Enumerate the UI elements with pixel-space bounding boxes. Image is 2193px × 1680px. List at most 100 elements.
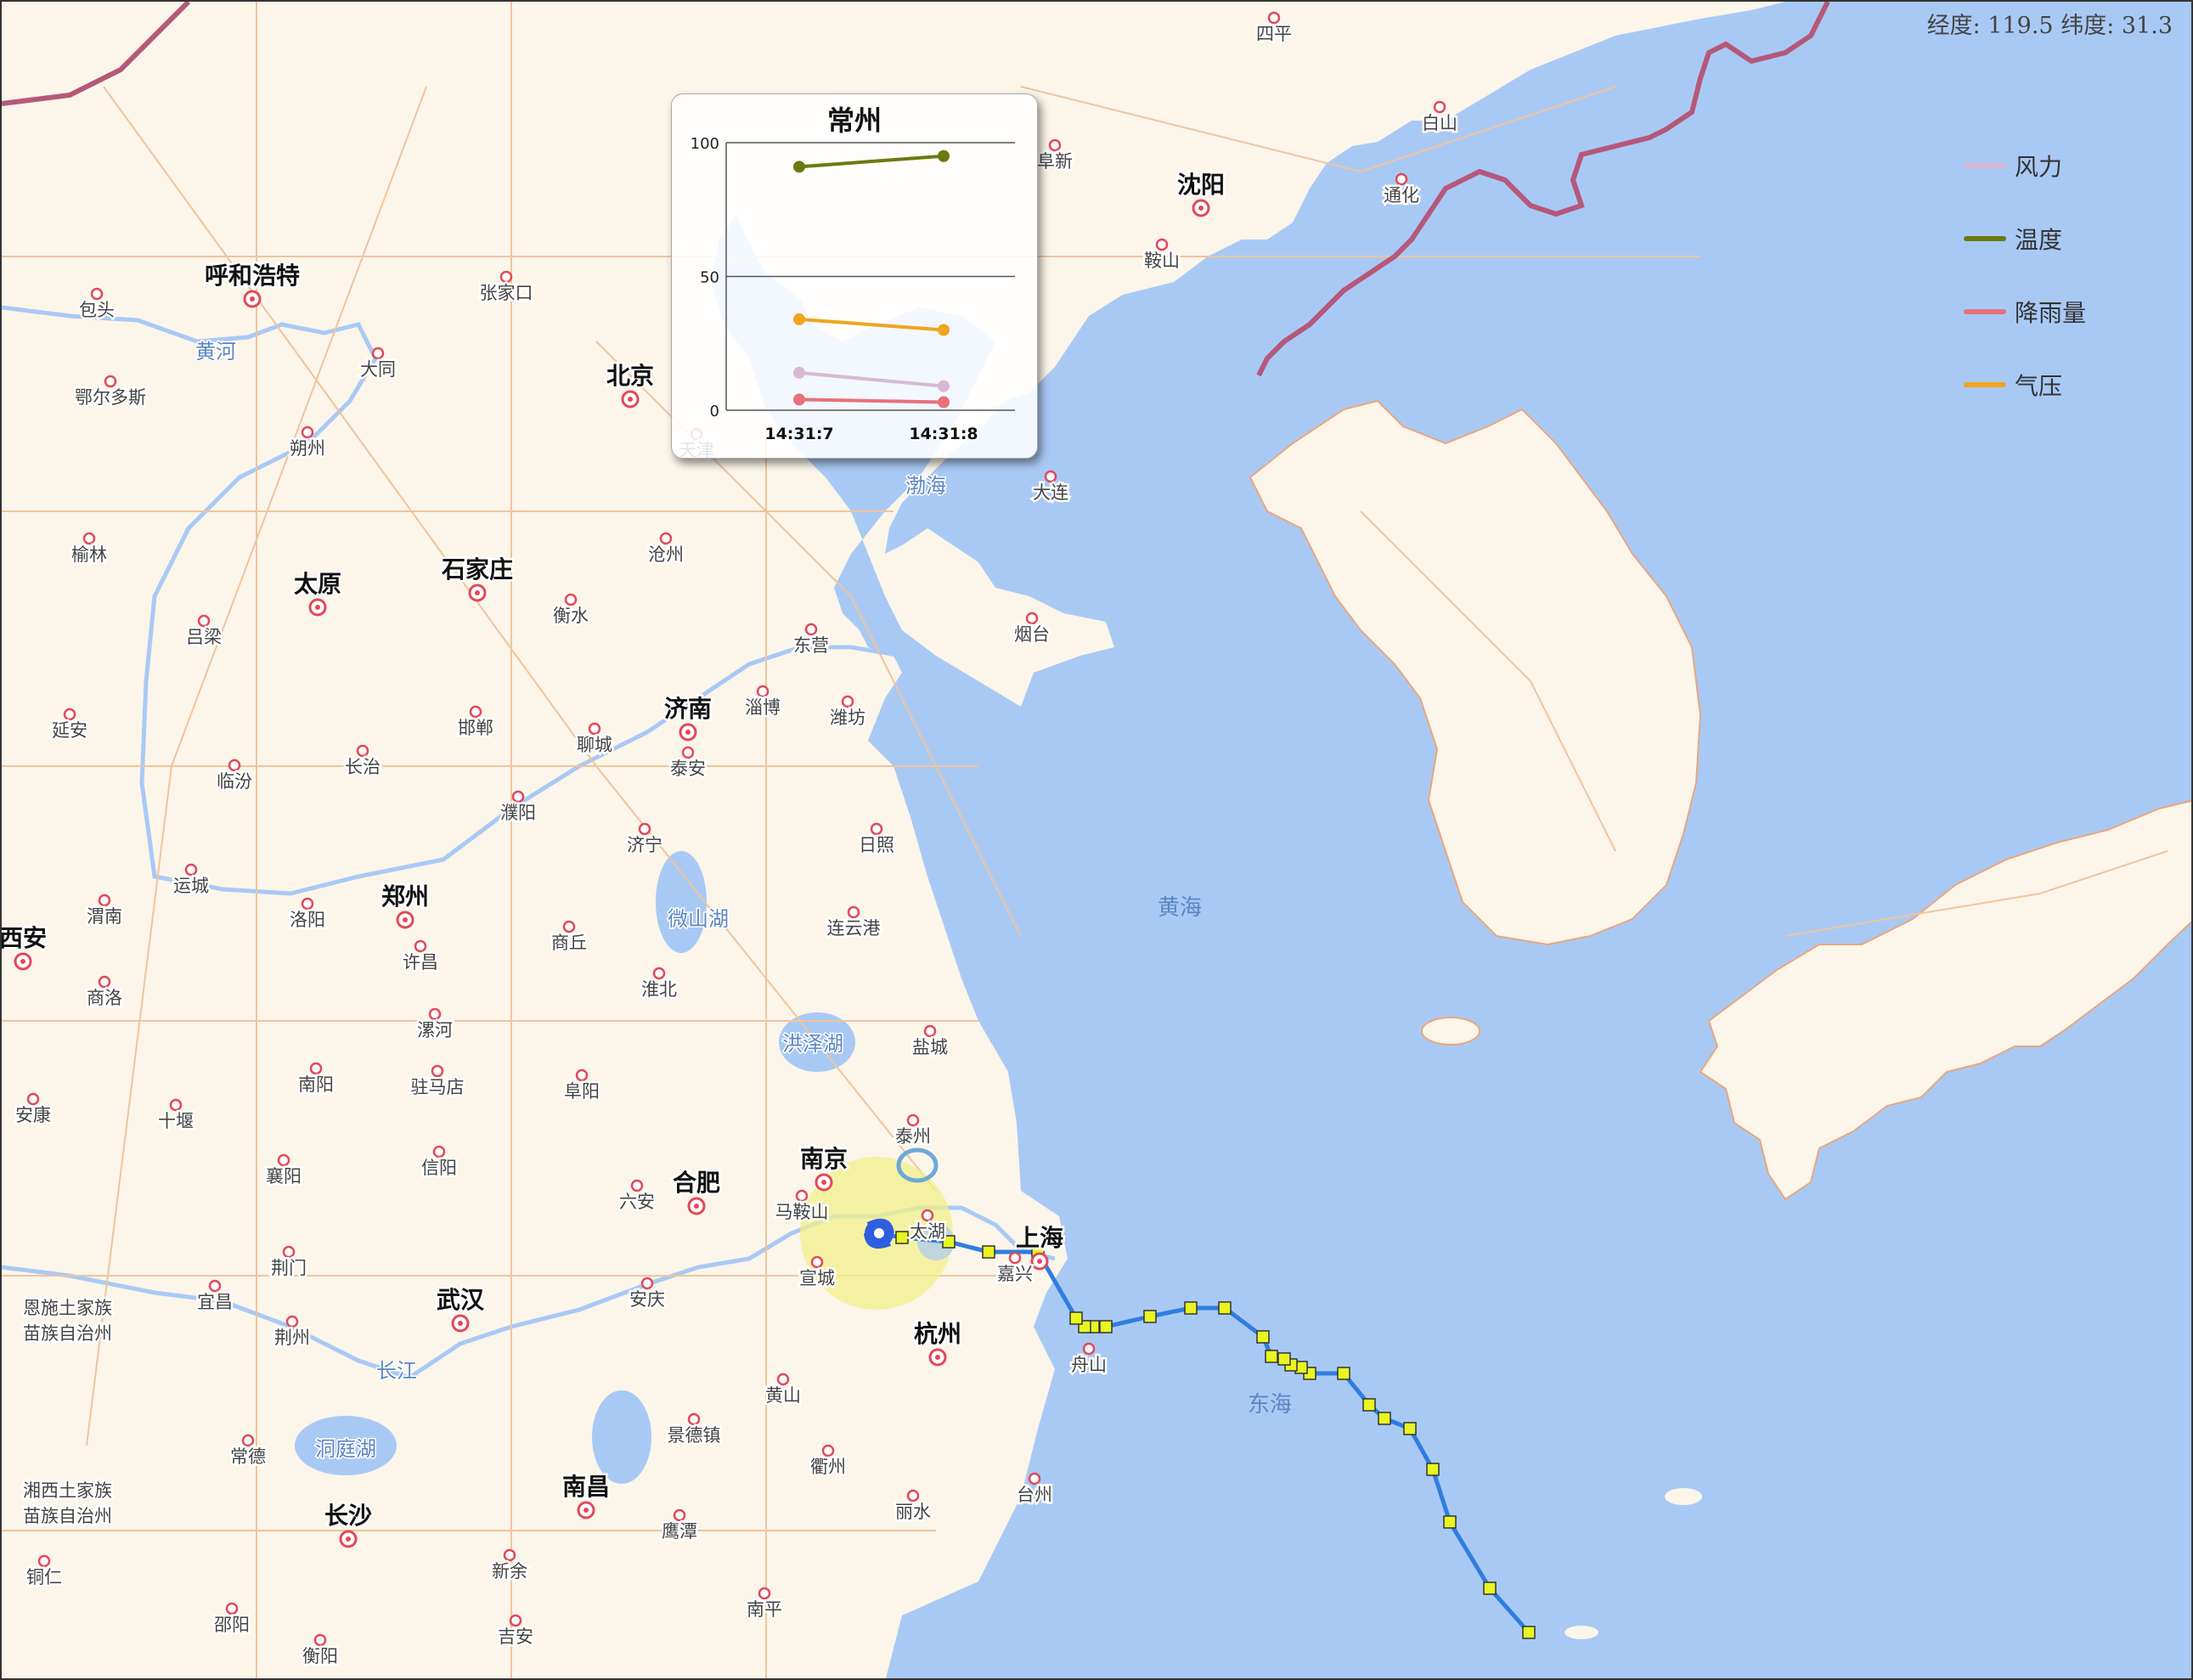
city-四平[interactable]: 四平: [1254, 11, 1294, 47]
city-商丘[interactable]: 商丘: [550, 920, 589, 956]
city-marker[interactable]: [428, 1007, 442, 1021]
city-武汉[interactable]: 武汉: [434, 1284, 487, 1333]
city-marker[interactable]: [82, 532, 96, 545]
city-marker[interactable]: [228, 758, 241, 772]
city-marker[interactable]: [758, 1587, 771, 1600]
city-太原[interactable]: 太原: [291, 568, 344, 617]
city-衢州[interactable]: 衢州: [809, 1444, 848, 1480]
city-marker[interactable]: [1048, 138, 1062, 152]
city-嘉兴[interactable]: 嘉兴: [995, 1251, 1035, 1287]
track-point[interactable]: [1069, 1311, 1083, 1325]
popup-data-point[interactable]: [793, 366, 805, 379]
city-marker[interactable]: [63, 708, 76, 721]
city-襄阳[interactable]: 襄阳: [264, 1153, 304, 1189]
city-新余[interactable]: 新余: [490, 1548, 530, 1584]
city-marker[interactable]: [1082, 1342, 1096, 1356]
city-marker[interactable]: [1025, 612, 1039, 625]
city-marker[interactable]: [1155, 238, 1169, 251]
city-南平[interactable]: 南平: [745, 1587, 785, 1622]
legend-item-pressure[interactable]: 气压: [1964, 348, 2086, 421]
city-marker[interactable]: [1044, 470, 1057, 483]
city-marker[interactable]: [225, 1602, 239, 1615]
popup-data-point[interactable]: [938, 149, 950, 162]
city-marker[interactable]: [1395, 172, 1408, 186]
track-point[interactable]: [1362, 1398, 1376, 1412]
city-荆州[interactable]: 荆州: [273, 1315, 313, 1350]
city-丽水[interactable]: 丽水: [894, 1489, 933, 1525]
track-point[interactable]: [1403, 1422, 1417, 1435]
city-沧州[interactable]: 沧州: [646, 532, 686, 567]
city-日照[interactable]: 日照: [857, 822, 897, 858]
city-景德镇[interactable]: 景德镇: [665, 1412, 723, 1448]
track-point[interactable]: [1426, 1463, 1440, 1476]
city-marker[interactable]: [285, 1315, 299, 1328]
city-marker[interactable]: [1433, 100, 1446, 114]
city-张家口[interactable]: 张家口: [477, 270, 535, 306]
track-point[interactable]: [1483, 1581, 1497, 1595]
city-延安[interactable]: 延安: [50, 708, 90, 743]
popup-data-point[interactable]: [938, 396, 950, 409]
city-marker[interactable]: [503, 1548, 516, 1562]
city-黄山[interactable]: 黄山: [764, 1373, 803, 1408]
city-漯河[interactable]: 漯河: [415, 1007, 455, 1043]
city-邯郸[interactable]: 邯郸: [456, 705, 496, 741]
city-安庆[interactable]: 安庆: [628, 1277, 668, 1312]
city-marker[interactable]: [98, 975, 111, 989]
city-marker[interactable]: [906, 1489, 920, 1502]
city-安康[interactable]: 安康: [14, 1092, 54, 1128]
city-宜昌[interactable]: 宜昌: [195, 1279, 235, 1315]
city-marker[interactable]: [652, 967, 666, 980]
legend-item-temperature[interactable]: 温度: [1964, 202, 2086, 275]
city-marker[interactable]: [301, 426, 314, 439]
city-洛阳[interactable]: 洛阳: [288, 897, 328, 933]
city-marker[interactable]: [309, 1062, 323, 1075]
track-point[interactable]: [1265, 1350, 1278, 1363]
city-信阳[interactable]: 信阳: [420, 1145, 459, 1181]
typhoon-icon[interactable]: [864, 1218, 894, 1249]
track-point[interactable]: [1337, 1367, 1350, 1380]
popup-data-point[interactable]: [793, 393, 805, 406]
city-盐城[interactable]: 盐城: [910, 1024, 950, 1060]
city-marker[interactable]: [673, 1508, 686, 1522]
city-marker[interactable]: [575, 1068, 589, 1082]
city-临汾[interactable]: 临汾: [215, 758, 255, 794]
city-marker[interactable]: [923, 1024, 937, 1038]
track-point[interactable]: [982, 1245, 995, 1259]
popup-data-point[interactable]: [938, 380, 950, 392]
city-marker[interactable]: [687, 1412, 701, 1426]
city-marker[interactable]: [511, 790, 525, 803]
popup-data-point[interactable]: [793, 161, 805, 173]
city-marker[interactable]: [659, 532, 673, 545]
city-泰州[interactable]: 泰州: [894, 1113, 933, 1149]
city-烟台[interactable]: 烟台: [1012, 612, 1052, 647]
track-point[interactable]: [1099, 1320, 1113, 1333]
city-舟山[interactable]: 舟山: [1069, 1342, 1109, 1378]
city-marker[interactable]: [562, 920, 576, 933]
city-淄博[interactable]: 淄博: [743, 685, 783, 720]
city-济宁[interactable]: 济宁: [625, 822, 665, 858]
city-呼和浩特[interactable]: 呼和浩特: [202, 260, 302, 308]
city-商洛[interactable]: 商洛: [85, 975, 125, 1011]
city-marker[interactable]: [499, 270, 513, 284]
city-濮阳[interactable]: 濮阳: [499, 790, 538, 826]
city-石家庄[interactable]: 石家庄: [438, 554, 516, 602]
track-point[interactable]: [1143, 1310, 1157, 1323]
city-marker[interactable]: [282, 1245, 296, 1259]
city-阜新[interactable]: 阜新: [1035, 138, 1075, 174]
city-marker[interactable]: [640, 1277, 654, 1290]
city-marker[interactable]: [37, 1554, 51, 1568]
city-宣城[interactable]: 宣城: [798, 1255, 837, 1291]
city-长沙[interactable]: 长沙: [322, 1500, 375, 1548]
track-point[interactable]: [1522, 1626, 1536, 1639]
city-marker[interactable]: [469, 705, 482, 719]
city-南昌[interactable]: 南昌: [560, 1471, 612, 1519]
city-大连[interactable]: 大连: [1031, 470, 1071, 505]
city-荆门[interactable]: 荆门: [269, 1245, 309, 1281]
city-marker[interactable]: [313, 1633, 327, 1647]
city-鞍山[interactable]: 鞍山: [1142, 238, 1182, 273]
city-上海[interactable]: 上海: [1013, 1222, 1066, 1271]
city-吉安[interactable]: 吉安: [496, 1614, 536, 1649]
city-鄂尔多斯[interactable]: 鄂尔多斯: [73, 375, 149, 410]
city-北京[interactable]: 北京: [604, 360, 657, 409]
